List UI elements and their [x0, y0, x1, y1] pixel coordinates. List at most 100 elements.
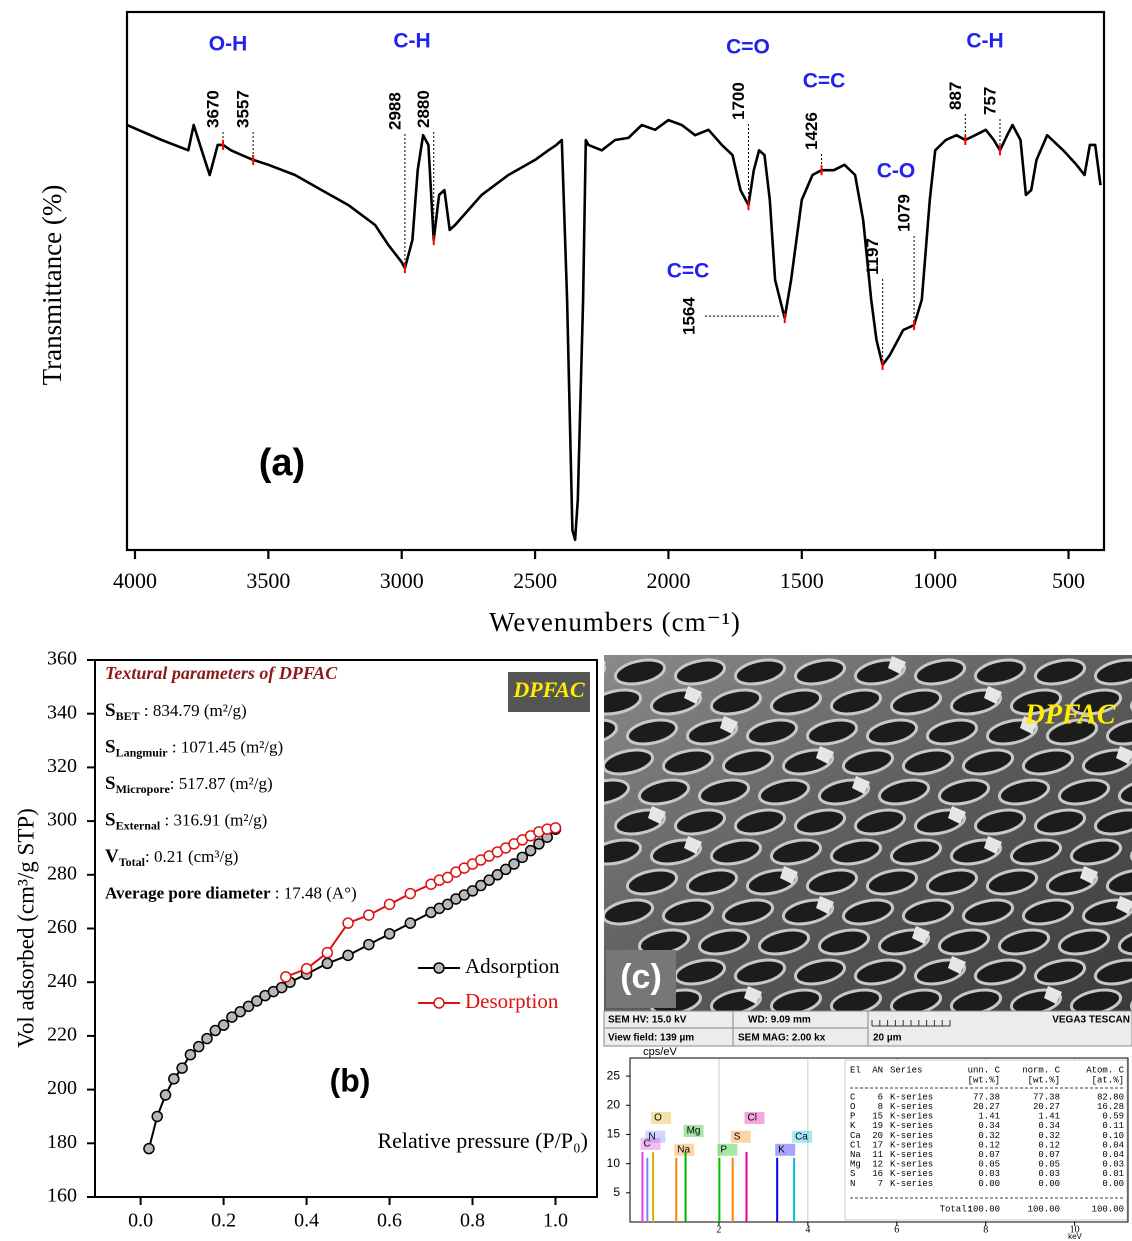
table-cell: 19 [872, 1121, 883, 1131]
element-box [730, 1130, 751, 1143]
plot-frame [94, 659, 598, 1198]
sem-pore [1093, 808, 1132, 836]
data-point [363, 909, 375, 921]
sem-pore [805, 868, 859, 896]
sem-pore [757, 778, 811, 806]
sem-pore [937, 928, 991, 956]
element-label: S [734, 1131, 741, 1142]
textural-symbol: V [105, 846, 119, 867]
x-axis-label: Relative pressure (P/P₀) [377, 1128, 588, 1153]
sem-label: DPFAC [1024, 699, 1116, 730]
table-cell: 15 [872, 1112, 883, 1122]
data-point [159, 1089, 172, 1101]
sem-pore [925, 868, 979, 896]
spectrum-peak [641, 1151, 644, 1222]
sem-pore [937, 778, 991, 806]
data-point [251, 995, 263, 1007]
table-cell: 0.00 [1038, 1179, 1060, 1189]
y-tick-label: 25 [607, 1068, 621, 1082]
x-tick-label: 0.8 [460, 1210, 485, 1232]
sem-pore [673, 658, 727, 686]
element-label: Cl [747, 1113, 756, 1124]
table-cell: 16 [872, 1169, 883, 1179]
table-cell: K-series [890, 1140, 933, 1150]
y-tick-label: 280 [47, 862, 77, 884]
sem-pore [604, 718, 619, 746]
x-tick-label: 1000 [913, 568, 957, 593]
sem-pore [721, 748, 775, 776]
x-tick-label: 2 [716, 1224, 721, 1235]
sem-fragment [1116, 896, 1132, 914]
sem-pore [973, 808, 1027, 836]
sem-pore [805, 718, 859, 746]
sem-pore [1033, 808, 1087, 836]
spectrum-peak [793, 1157, 796, 1222]
textural-sub: External [116, 818, 161, 832]
table-cell: 11 [872, 1150, 883, 1160]
sem-pore [949, 988, 1003, 1011]
table-cell: 0.00 [1102, 1179, 1124, 1189]
x-tick-label: 1500 [780, 568, 824, 593]
sem-fragment [684, 836, 702, 854]
table-cell: 82.80 [1097, 1092, 1124, 1102]
textural-line: SBET : 834.79 (m²/g) [105, 700, 247, 722]
sem-pore [829, 838, 883, 866]
table-cell: Cl [850, 1140, 861, 1150]
data-point [549, 822, 562, 834]
data-point [226, 1011, 238, 1023]
legend-label: Adsorption [465, 954, 560, 978]
element-label: Ca [795, 1131, 808, 1142]
table-cell: 1.41 [978, 1112, 1000, 1122]
sem-pore [901, 898, 955, 926]
peak-label: 3557 [234, 90, 253, 128]
x-tick-label: 0.6 [377, 1210, 402, 1232]
textural-line: SExternal : 316.91 (m²/g) [105, 810, 267, 832]
textural-sub: Total [119, 855, 146, 869]
y-tick-label: 300 [47, 809, 77, 831]
table-cell: 0.01 [1102, 1169, 1124, 1179]
table-cell: 0.34 [1038, 1121, 1060, 1131]
sem-info-text: WD: 9.09 mm [748, 1015, 811, 1026]
peak-label: 1564 [679, 297, 698, 335]
y-tick-label: 240 [47, 970, 77, 992]
table-unit: [wt.%] [968, 1075, 1000, 1085]
table-cell: 77.38 [973, 1092, 1000, 1102]
sem-pore [661, 748, 715, 776]
table-total: Total: [940, 1204, 972, 1214]
x-axis-label: Wevenumbers (cm⁻¹) [489, 607, 741, 637]
textural-line: SMicropore: 517.87 (m²/g) [105, 773, 273, 795]
x-tick-label: 2500 [513, 568, 557, 593]
data-point [516, 851, 529, 864]
y-tick-label: 5 [613, 1185, 620, 1199]
data-point [151, 1110, 163, 1123]
table-cell: 16.28 [1097, 1102, 1124, 1112]
table-cell: K-series [890, 1092, 933, 1102]
table-cell: K-series [890, 1121, 933, 1131]
sem-pore [1105, 718, 1132, 746]
spectrum-peak [731, 1157, 734, 1222]
spectrum-peak [684, 1151, 687, 1222]
x-axis-label: keV [1068, 1232, 1082, 1241]
table-bg [844, 1059, 1128, 1221]
textural-symbol: S [105, 737, 116, 758]
data-line [126, 118, 1102, 542]
y-tick-label: 10 [607, 1156, 621, 1170]
sem-pore [1093, 958, 1132, 986]
sem-pore [865, 868, 919, 896]
table-cell: 20.27 [1033, 1102, 1060, 1112]
group-label: C=C [667, 260, 710, 283]
table-header: Atom. C [1086, 1065, 1124, 1075]
sem-fragment [1020, 716, 1038, 734]
sem-fragment [816, 896, 834, 914]
sem-pore [961, 898, 1015, 926]
data-point [321, 957, 334, 970]
sem-pore [1069, 688, 1123, 716]
x-tick-label: 4 [805, 1224, 810, 1235]
sem-pore [973, 658, 1027, 686]
data-point [363, 938, 375, 951]
table-cell: 0.04 [1102, 1150, 1124, 1160]
sem-pore [604, 778, 631, 806]
sem-pore [913, 658, 967, 686]
table-header: norm. C [1022, 1065, 1060, 1075]
sem-pore [1033, 658, 1087, 686]
